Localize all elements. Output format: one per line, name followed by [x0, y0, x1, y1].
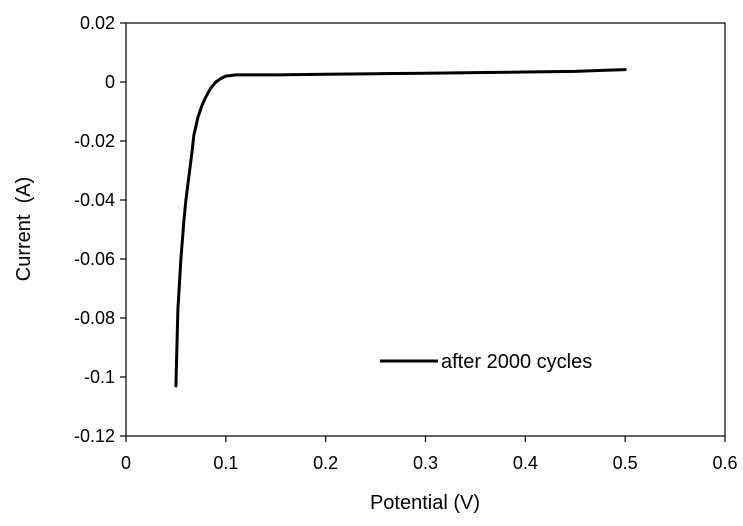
y-axis-ticks: 0.02 0 -0.02 -0.04 -0.06 -0.08 -0.1 -0.12: [74, 13, 126, 446]
y-tick-label: -0.04: [74, 190, 115, 210]
legend: after 2000 cycles: [380, 351, 592, 373]
y-tick-label: 0.02: [80, 13, 115, 33]
y-tick-label: -0.06: [74, 249, 115, 269]
y-tick-label: -0.02: [74, 131, 115, 151]
series-layer: [174, 68, 627, 388]
x-tick-label: 0.5: [613, 453, 638, 473]
x-tick-label: 0.1: [213, 453, 238, 473]
y-tick-label: 0: [105, 72, 115, 92]
x-tick-label: 0.6: [712, 453, 737, 473]
x-tick-label: 0.2: [313, 453, 338, 473]
x-axis-title: Potential (V): [370, 492, 480, 514]
x-axis-ticks: 0 0.1 0.2 0.3 0.4 0.5 0.6: [121, 436, 738, 473]
x-tick-label: 0.4: [513, 453, 538, 473]
y-tick-label: -0.12: [74, 426, 115, 446]
y-tick-label: -0.1: [84, 367, 115, 387]
y-tick-label: -0.08: [74, 308, 115, 328]
x-tick-label: 0.3: [413, 453, 438, 473]
plot-area: [125, 22, 726, 437]
x-tick-label: 0: [121, 453, 131, 473]
y-axis-title: Current (A): [13, 177, 35, 281]
legend-label: after 2000 cycles: [441, 351, 592, 373]
series-line-0: [174, 68, 627, 388]
